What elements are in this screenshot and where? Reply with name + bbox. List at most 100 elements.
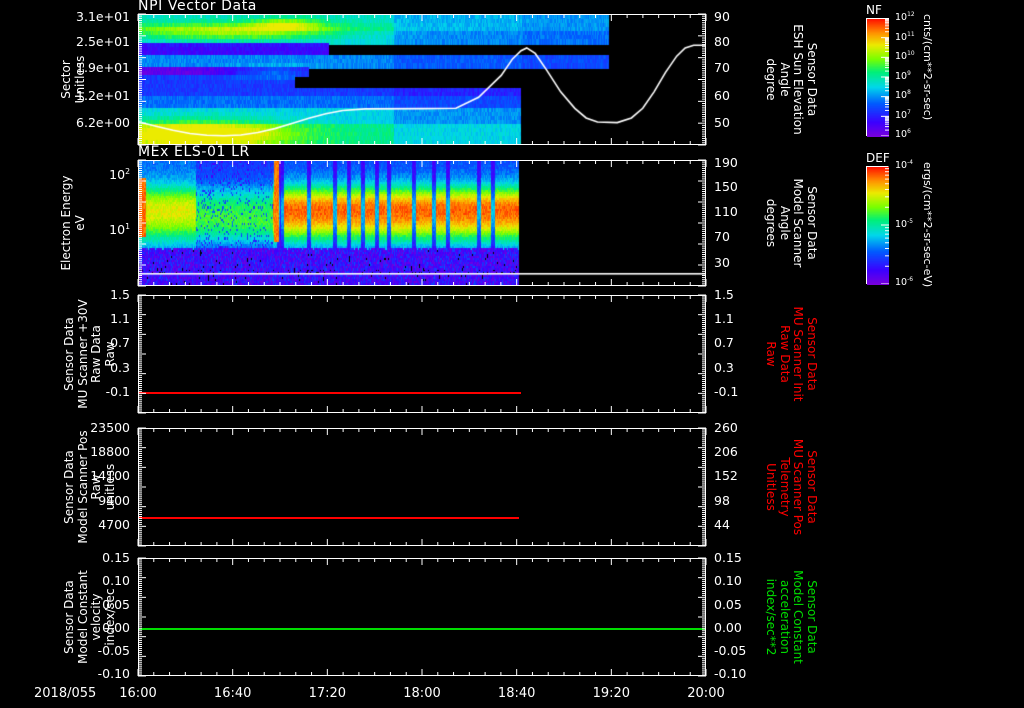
right-axis-caption-model-constant-velocity-line-1: Model Constant <box>791 570 806 664</box>
left-axis-caption-mex-els-01-lr-line-0: Electron Energy <box>59 175 73 271</box>
colorbar-nf-label: NF <box>866 3 882 17</box>
tick-right-mex-els-01-lr-0: 190 <box>714 154 738 170</box>
right-axis-caption-mu-scanner-30v-raw-line-0: Sensor Data <box>805 317 819 391</box>
tick-left-model-constant-velocity-3: 0.00 <box>102 619 130 635</box>
tick-right-model-scanner-pos-raw-1: 206 <box>714 444 738 460</box>
colorbar-nf-tick-3: 109 <box>895 70 911 82</box>
tick-left-model-scanner-pos-raw-1: 18800 <box>90 444 130 460</box>
tick-right-mu-scanner-30v-raw-4: -0.1 <box>714 383 739 399</box>
tick-left-model-scanner-pos-raw-0: 23500 <box>90 420 130 435</box>
left-axis-caption-mu-scanner-30v-raw-line-2: Raw Data <box>89 325 103 383</box>
tick-right-model-scanner-pos-raw-0: 260 <box>714 420 738 435</box>
tick-right-model-constant-velocity-4: -0.05 <box>714 643 747 659</box>
tick-right-npi-vector-data-0: 90 <box>714 8 730 24</box>
left-axis-caption-mex-els-01-lr-line-1: eV <box>72 215 87 231</box>
colorbar-def-label: DEF <box>866 151 890 165</box>
colorbar-nf-tick-5: 107 <box>895 109 911 121</box>
tick-left-npi-vector-data-0: 3.1e+01 <box>76 8 130 24</box>
tick-left-mex-els-01-lr-1: 101 <box>109 221 130 238</box>
tick-right-npi-vector-data-2: 70 <box>714 60 730 76</box>
panel-model-constant-velocity <box>138 558 706 676</box>
right-axis-caption-model-constant-velocity: Sensor Data Model Constant acceleration ind… <box>764 558 820 676</box>
left-axis-caption-model-scanner-pos-raw-line-0: Sensor Data <box>62 450 76 524</box>
colorbar-nf-ticks <box>881 18 889 136</box>
tick-right-mex-els-01-lr-2: 110 <box>714 204 738 220</box>
tick-left-model-constant-velocity-4: -0.05 <box>97 643 130 659</box>
tick-left-model-scanner-pos-raw-4: 4700 <box>98 516 130 532</box>
colorbar-nf-units: cnts/(cm**2-sr-sec) <box>921 14 934 121</box>
tick-right-model-scanner-pos-raw-2: 152 <box>714 468 738 484</box>
panel-title-npi-vector-data: NPI Vector Data <box>138 0 257 14</box>
tick-left-mu-scanner-30v-raw-1: 1.1 <box>110 311 130 327</box>
left-axis-caption-model-scanner-pos-raw: Sensor Data Model Scanner Pos Raw unitless <box>62 428 117 546</box>
right-axis-caption-npi-vector-data-line-3: degree <box>764 58 779 101</box>
tick-right-npi-vector-data-3: 60 <box>714 87 730 103</box>
right-axis-caption-mu-scanner-30v-raw-line-1: MU Scanner Init <box>791 306 806 402</box>
panel-title-mex-els-01-lr: MEx ELS-01 LR <box>138 144 250 160</box>
right-axis-caption-model-constant-velocity-line-0: Sensor Data <box>805 580 819 654</box>
right-axis-caption-model-constant-velocity-line-3: index/sec**2 <box>764 578 779 656</box>
colorbar-nf-tick-4: 108 <box>895 90 911 102</box>
tick-right-model-scanner-pos-raw-4: 44 <box>714 516 730 532</box>
tick-left-model-scanner-pos-raw-2: 14100 <box>90 468 130 484</box>
right-axis-caption-model-scanner-pos-raw-line-2: Telemetry <box>778 457 792 517</box>
tick-right-mex-els-01-lr-4: 30 <box>714 254 730 270</box>
tick-right-model-constant-velocity-5: -0.10 <box>714 666 747 682</box>
tick-right-npi-vector-data-4: 50 <box>714 114 730 130</box>
tick-left-mu-scanner-30v-raw-3: 0.3 <box>110 359 130 375</box>
tick-left-mu-scanner-30v-raw-4: -0.1 <box>105 383 130 399</box>
x-tick-5: 19:20 <box>592 686 631 701</box>
left-axis-caption-model-scanner-pos-raw-line-3: unitless <box>102 463 117 511</box>
left-axis-caption-mu-scanner-30v-raw-line-0: Sensor Data <box>62 317 76 391</box>
tick-left-npi-vector-data-3: 1.2e+01 <box>76 87 130 103</box>
tick-left-model-constant-velocity-5: -0.10 <box>97 666 130 682</box>
left-axis-caption-model-constant-velocity-line-2: velocity <box>89 593 103 641</box>
panel-mu-scanner-30v-raw <box>138 295 706 413</box>
tick-left-npi-vector-data-1: 2.5e+01 <box>76 34 130 50</box>
right-axis-caption-mex-els-01-lr: Sensor Data Model Scanner Angle degrees <box>764 160 820 286</box>
panel-ticks-model-constant-velocity <box>137 557 707 677</box>
tick-left-model-scanner-pos-raw-3: 9400 <box>98 492 130 508</box>
left-axis-caption-mu-scanner-30v-raw-line-3: Raw <box>102 341 117 367</box>
x-tick-2: 17:20 <box>308 686 347 701</box>
tick-right-model-scanner-pos-raw-3: 98 <box>714 492 730 508</box>
right-axis-caption-model-constant-velocity-line-2: acceleration <box>778 580 792 654</box>
colorbar-def-tick-0: 10-4 <box>895 160 913 172</box>
right-axis-caption-mex-els-01-lr-line-1: Model Scanner <box>791 178 806 268</box>
panel-npi-vector-data <box>138 14 706 145</box>
left-axis-caption-mu-scanner-30v-raw: Sensor Data MU Scanner +30V Raw Data Raw <box>62 295 117 413</box>
left-axis-caption-model-constant-velocity-line-3: index/sec <box>102 588 117 646</box>
panel-ticks-npi-vector-data <box>137 13 707 146</box>
x-tick-3: 18:00 <box>403 686 441 701</box>
tick-left-mu-scanner-30v-raw-0: 1.5 <box>110 287 130 302</box>
colorbar-def-units: ergs/(cm**2-sr-sec-eV) <box>921 162 934 288</box>
x-tick-4: 18:40 <box>497 686 536 701</box>
tick-right-model-constant-velocity-1: 0.10 <box>714 573 742 588</box>
tick-right-model-constant-velocity-2: 0.05 <box>714 596 742 612</box>
right-axis-caption-model-scanner-pos-raw: Sensor Data MU Scanner Pos Telemetry Unitle… <box>764 428 820 546</box>
left-axis-caption-model-constant-velocity-line-1: Model Constant <box>75 570 90 664</box>
right-axis-caption-npi-vector-data-line-1: ESH Sun Elevation <box>791 24 806 135</box>
tick-right-mu-scanner-30v-raw-3: 0.3 <box>714 359 734 375</box>
right-axis-caption-model-scanner-pos-raw-line-3: Unitless <box>764 463 779 511</box>
tick-right-npi-vector-data-1: 80 <box>714 34 730 50</box>
tick-right-mu-scanner-30v-raw-2: 0.7 <box>714 335 734 351</box>
left-axis-caption-model-scanner-pos-raw-line-1: Model Scanner Pos <box>75 430 90 544</box>
left-axis-caption-model-constant-velocity: Sensor Data Model Constant velocity index/s… <box>62 558 117 676</box>
right-axis-caption-mex-els-01-lr-line-3: degrees <box>764 198 779 248</box>
colorbar-nf-tick-6: 106 <box>895 129 911 141</box>
right-axis-caption-mex-els-01-lr-line-2: Angle <box>778 205 792 241</box>
panel-ticks-mex-els-01-lr <box>137 159 707 287</box>
left-axis-caption-npi-vector-data-line-0: Sector <box>59 60 73 99</box>
right-axis-caption-mex-els-01-lr-line-0: Sensor Data <box>805 186 819 260</box>
right-axis-caption-npi-vector-data-line-2: Angle <box>778 62 792 97</box>
left-axis-caption-mex-els-01-lr: Electron Energy eV <box>59 160 87 286</box>
left-axis-caption-mu-scanner-30v-raw-line-1: MU Scanner +30V <box>75 299 90 409</box>
tick-left-npi-vector-data-2: 1.9e+01 <box>76 60 130 76</box>
x-tick-0: 16:00 <box>119 686 157 701</box>
date-stamp: 2018/055 <box>34 686 97 701</box>
tick-right-model-constant-velocity-0: 0.15 <box>714 550 742 565</box>
tick-left-model-constant-velocity-2: 0.05 <box>102 596 130 612</box>
colorbar-def-tick-1: 10-5 <box>895 218 913 230</box>
tick-left-mu-scanner-30v-raw-2: 0.7 <box>110 335 130 351</box>
